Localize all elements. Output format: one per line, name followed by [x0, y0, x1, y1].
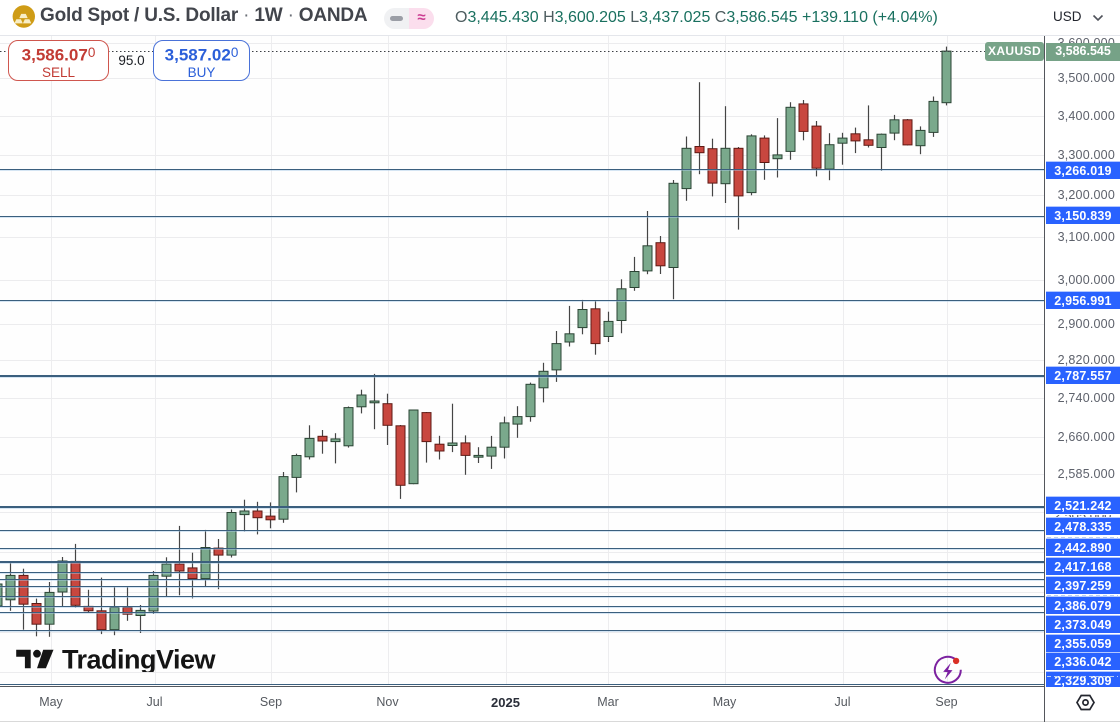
svg-text:TradingView: TradingView: [62, 648, 216, 672]
